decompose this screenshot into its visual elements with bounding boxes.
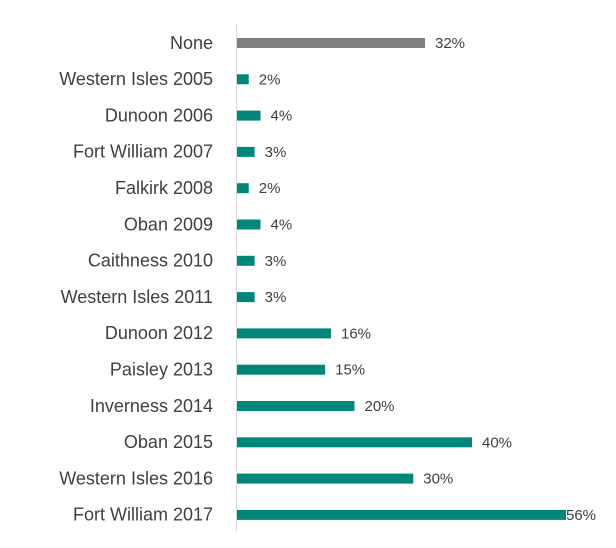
category-label: Oban 2015 — [124, 432, 213, 452]
value-label: 40% — [482, 434, 512, 451]
value-label: 20% — [365, 398, 395, 415]
bar — [237, 328, 331, 339]
category-label: Inverness 2014 — [90, 396, 213, 416]
value-label: 16% — [341, 325, 371, 342]
bar — [237, 473, 414, 484]
category-label: Dunoon 2012 — [105, 323, 213, 343]
value-label: 4% — [271, 108, 293, 125]
category-label: Western Isles 2011 — [61, 287, 213, 307]
value-label: 4% — [271, 216, 293, 233]
value-label: 56% — [566, 507, 596, 524]
bar — [237, 509, 566, 520]
value-label: 3% — [265, 253, 287, 270]
category-label: Western Isles 2005 — [59, 69, 213, 89]
value-label: 3% — [265, 144, 287, 161]
category-label: Falkirk 2008 — [115, 178, 213, 198]
bar — [237, 219, 261, 230]
category-label: Fort William 2017 — [73, 505, 213, 525]
bar — [237, 183, 249, 194]
category-label: Dunoon 2006 — [105, 105, 213, 125]
category-label: None — [170, 33, 213, 53]
value-label: 2% — [259, 180, 281, 197]
bar — [237, 38, 425, 48]
bar — [237, 255, 255, 266]
bar — [237, 401, 355, 411]
value-label: 15% — [335, 362, 365, 379]
category-label: Fort William 2007 — [73, 142, 213, 162]
bar — [237, 110, 261, 121]
value-label: 32% — [435, 35, 465, 52]
bar — [237, 364, 326, 375]
bar — [237, 146, 255, 157]
bar — [237, 437, 472, 448]
value-label: 3% — [265, 289, 287, 306]
category-label: Caithness 2010 — [88, 251, 213, 271]
bar — [237, 292, 255, 303]
category-label: Paisley 2013 — [110, 359, 213, 379]
category-label: Oban 2009 — [124, 214, 213, 234]
value-label: 30% — [423, 471, 453, 488]
category-label: Western Isles 2016 — [59, 468, 213, 488]
value-label: 2% — [259, 71, 281, 88]
bar — [237, 74, 249, 85]
